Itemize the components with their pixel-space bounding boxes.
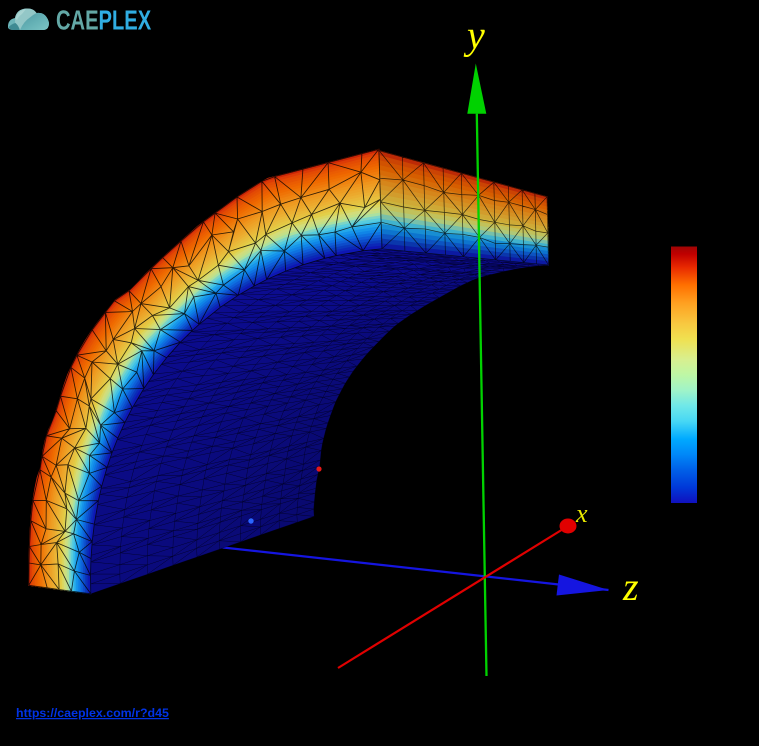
svg-text:y: y [463, 13, 485, 58]
svg-text:https://caeplex.com/r?d45: https://caeplex.com/r?d45 [16, 706, 169, 720]
svg-text:CAEPLEX: CAEPLEX [56, 5, 152, 36]
svg-text:x: x [575, 499, 588, 528]
svg-text:z: z [622, 564, 639, 609]
